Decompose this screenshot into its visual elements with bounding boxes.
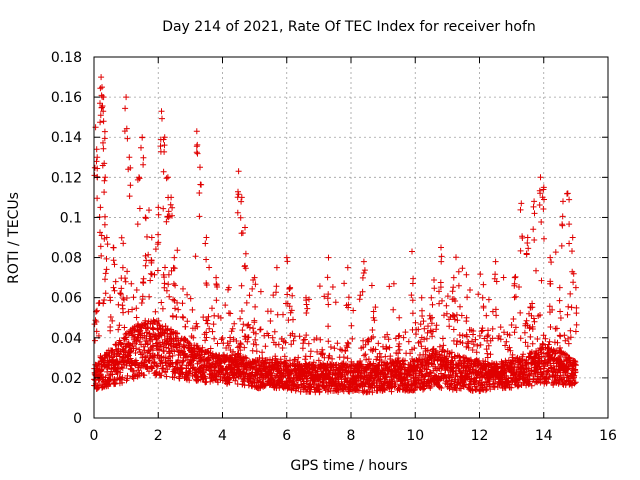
x-tick-label: 8	[347, 428, 356, 444]
x-tick-label: 4	[218, 428, 227, 444]
x-tick-label: 0	[90, 428, 99, 444]
y-axis-label: ROTI / TECUs	[6, 192, 22, 284]
y-tick-label: 0.1	[60, 210, 82, 226]
x-tick-label: 12	[471, 428, 489, 444]
x-tick-label: 10	[406, 428, 424, 444]
x-axis-label: GPS time / hours	[290, 458, 407, 474]
axis-ticks: 0 2 4 6 8 10 12 14 16 0 0.02 0.04 0.06 0.08 0.1 0.12 0.1…	[51, 50, 617, 444]
y-tick-label: 0.14	[51, 130, 82, 146]
x-tick-label: 14	[535, 428, 553, 444]
chart-title: Day 214 of 2021, Rate Of TEC Index for r…	[162, 19, 536, 35]
y-tick-label: 0.02	[51, 371, 82, 387]
y-tick-label: 0.12	[51, 170, 82, 186]
y-tick-label: 0.06	[51, 291, 82, 307]
y-tick-label: 0	[73, 411, 82, 427]
y-tick-label: 0.16	[51, 90, 82, 106]
x-tick-label: 16	[599, 428, 617, 444]
x-tick-label: 6	[282, 428, 291, 444]
y-tick-label: 0.04	[51, 331, 82, 347]
x-tick-label: 2	[154, 428, 163, 444]
y-tick-label: 0.18	[51, 50, 82, 66]
y-tick-label: 0.08	[51, 251, 82, 267]
plot-frame	[93, 56, 609, 419]
